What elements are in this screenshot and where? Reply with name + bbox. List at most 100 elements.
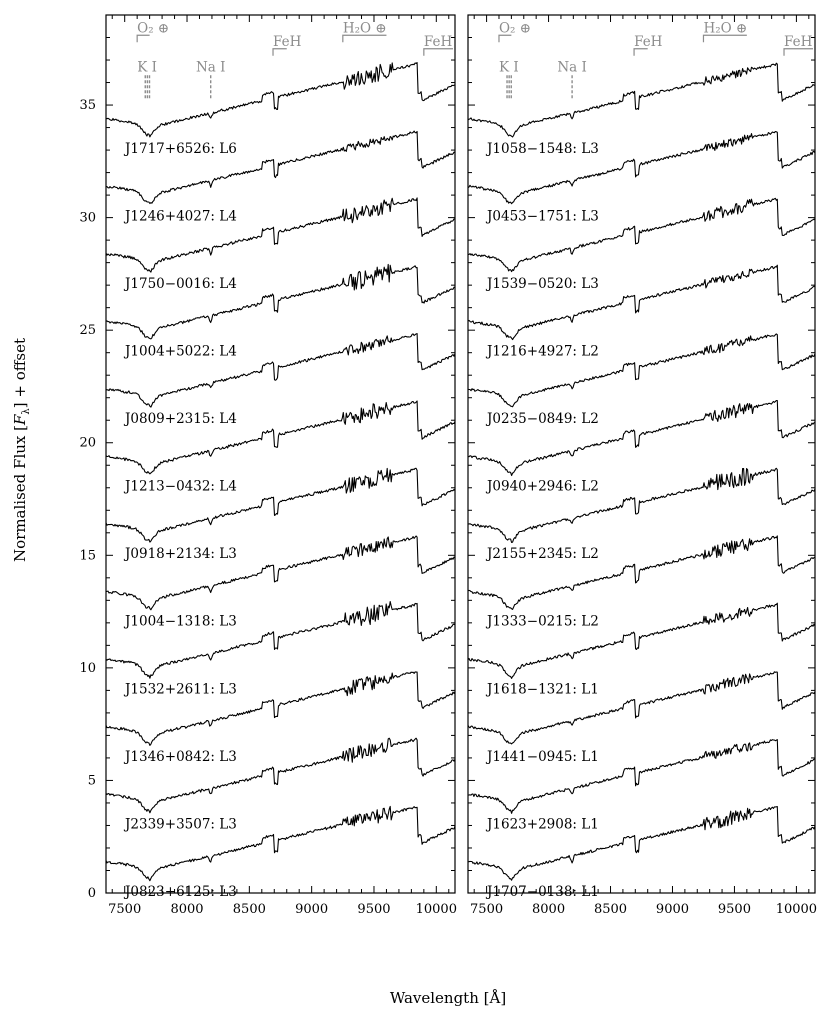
x-tick-label: 9000 [295,902,328,917]
spectrum-line [467,399,816,477]
x-tick-label: 7500 [108,902,141,917]
x-tick-label: 8000 [170,902,203,917]
feature-bracket [342,34,387,43]
left-panel: 7500 8000 8500 9000 9500 10000 0 5 10 15 20 25 30 35 O… [79,14,457,917]
y-axis-label-sub: λ [21,408,32,415]
y-tick-label: 30 [79,211,96,226]
spectrum-line [467,197,816,273]
spectrum-label: J1333−0215: L2 [485,614,599,630]
spectrum-line [467,130,816,205]
feature-marker-feh2: FeH [423,34,453,56]
spectrum-label: J1623+2908: L1 [485,816,599,832]
feature-label: H₂O ⊕ [703,20,747,36]
plot-frame [105,14,456,894]
spectrum-line [105,333,456,408]
feature-label: Na I [196,59,226,75]
y-tick-label: 15 [79,548,96,563]
feature-bracket [783,48,813,56]
spectrum-label: J1707−0138: L1 [485,884,599,900]
y-tick-label: 25 [79,323,96,338]
y-axis-label: Normalised Flux [Fλ] + offset [11,338,32,562]
feature-marker-feh1: FeH [272,34,302,56]
feature-bracket [633,48,648,56]
feature-marker-ki: K I [499,59,519,99]
feature-marker-feh2: FeH [783,34,813,56]
spectrum-line [105,130,456,205]
y-axis-label-main: Normalised Flux [ [11,425,29,562]
feature-bracket [702,34,747,43]
spectrum-line [467,264,816,341]
y-tick-label: 0 [88,886,96,901]
spectrum-line [467,739,816,814]
spectrum-line [105,400,456,475]
x-tick-label: 9500 [718,902,751,917]
feature-marker-nai: Na I [196,59,226,99]
spectrum-label: J0918+2134: L3 [123,546,237,562]
spectrum-line [105,601,456,679]
y-axis-label-var: F [11,414,29,426]
x-tick-label: 10000 [776,902,817,917]
feature-label: H₂O ⊕ [343,20,387,36]
feature-bracket [498,34,512,43]
spectrum-label: J0823+6125: L3 [123,884,237,900]
spectrum-label: J2155+2345: L2 [485,546,599,562]
spectrum-label: J1750−0016: L4 [123,276,237,292]
plot-frame [467,14,816,894]
spectrum-label: J1618−1321: L1 [485,681,599,697]
spectrum-line [105,805,456,882]
spectrum-line [105,197,456,273]
spectrum-line [106,535,456,611]
feature-label: FeH [634,34,663,50]
feature-marker-o2: O₂ ⊕ [136,20,169,43]
feature-label: O₂ ⊕ [499,20,531,36]
spectrum-label: J0453−1751: L3 [485,208,599,224]
spectrum-label: J1246+4027: L4 [123,208,237,224]
spectrum-line [467,333,816,408]
x-tick-label: 10000 [416,902,457,917]
spectrum-label: J1004−1318: L3 [123,614,237,630]
x-tick-label: 7500 [470,902,503,917]
feature-bracket [423,48,453,56]
spectrum-label: J1058−1548: L3 [485,141,599,157]
x-axis-label: Wavelength [Å] [390,989,506,1007]
feature-label: FeH [424,34,453,50]
feature-marker-h2o: H₂O ⊕ [702,20,747,43]
spectrum-line [467,62,816,138]
feature-label: K I [137,59,157,75]
spectrum-line [467,671,816,745]
spectrum-label: J1539−0520: L3 [485,276,599,292]
spectrum-line [467,467,816,544]
spectrum-label: J1004+5022: L4 [123,344,237,360]
feature-marker-feh1: FeH [633,34,663,56]
feature-marker-ki: K I [137,59,157,99]
feature-marker-o2: O₂ ⊕ [498,20,531,43]
y-axis-label-tail: ] + offset [11,338,29,408]
spectrum-label: J1532+2611: L3 [123,681,237,697]
spectrum-label: J1346+0842: L3 [123,749,237,765]
spectrum-label: J1717+6526: L6 [123,141,237,157]
feature-label: FeH [273,34,302,50]
feature-label: FeH [784,34,813,50]
spectrum-label: J1213−0432: L4 [123,479,237,495]
spectrum-label: J1441−0945: L1 [485,749,599,765]
feature-label: O₂ ⊕ [137,20,169,36]
spectrum-label: J0235−0849: L2 [485,411,599,427]
spectrum-line [105,467,456,543]
feature-label: Na I [557,59,587,75]
x-tick-label: 9000 [656,902,689,917]
x-tick-label: 8500 [233,902,266,917]
spectrum-label: J1216+4927: L2 [485,344,599,360]
feature-bracket [272,48,287,56]
right-panel: 7500 8000 8500 9000 9500 10000 O₂ ⊕ K I Na I FeH H… [467,14,817,917]
y-tick-label: 5 [88,773,96,788]
feature-marker-h2o: H₂O ⊕ [342,20,387,43]
x-tick-label: 8500 [594,902,627,917]
spectrum-line [105,737,456,814]
spectrum-line [105,263,456,340]
feature-marker-nai: Na I [557,59,587,99]
spectrum-line [468,806,816,881]
y-tick-label: 10 [79,661,96,676]
spectrum-label: J0809+2315: L4 [123,411,237,427]
feature-label: K I [499,59,519,75]
x-tick-label: 8000 [532,902,565,917]
